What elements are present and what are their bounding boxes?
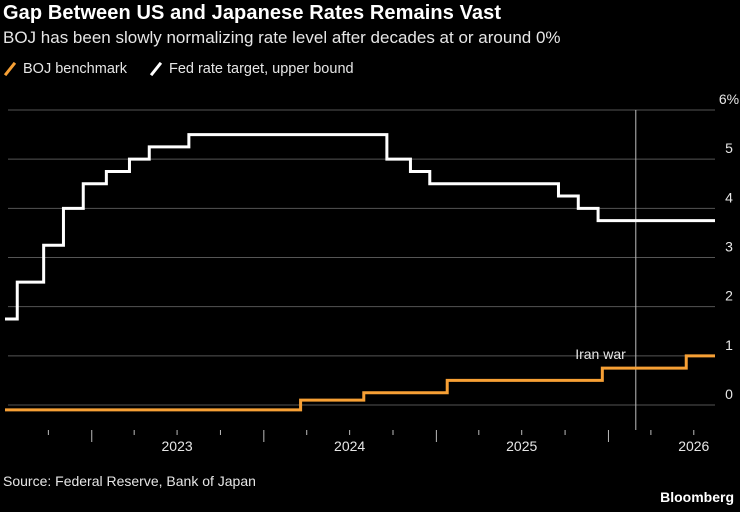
source-note: Source: Federal Reserve, Bank of Japan [3,473,256,489]
bloomberg-logo: Bloomberg [660,489,734,505]
series-line-fed [5,133,715,321]
legend-item-fed: Fed rate target, upper bound [149,61,354,77]
y-tick-label-3: 3 [725,239,733,255]
y-tick-label-4: 4 [725,189,733,205]
y-tick-label-2: 2 [725,288,733,304]
legend-swatch-boj [3,62,17,76]
x-tick-label-2025: 2025 [506,438,537,454]
x-tick-label-2024: 2024 [334,438,365,454]
x-tick-label-2026: 2026 [678,438,709,454]
chart-legend: BOJ benchmark Fed rate target, upper bou… [3,61,376,77]
y-tick-label-6: 6% [719,91,739,107]
legend-label-fed: Fed rate target, upper bound [168,61,354,77]
y-tick-label-1: 1 [725,337,733,353]
annotation-label: Iran war [575,346,626,362]
chart-subtitle: BOJ has been slowly normalizing rate lev… [3,28,561,47]
legend-item-boj: BOJ benchmark [3,61,127,77]
legend-label-boj: BOJ benchmark [23,61,127,77]
y-tick-label-0: 0 [725,386,733,402]
y-tick-label-5: 5 [725,140,733,156]
x-tick-label-2023: 2023 [162,438,193,454]
series-line-boj [5,354,715,412]
chart-title: Gap Between US and Japanese Rates Remain… [3,2,502,24]
legend-swatch-fed [149,62,163,76]
